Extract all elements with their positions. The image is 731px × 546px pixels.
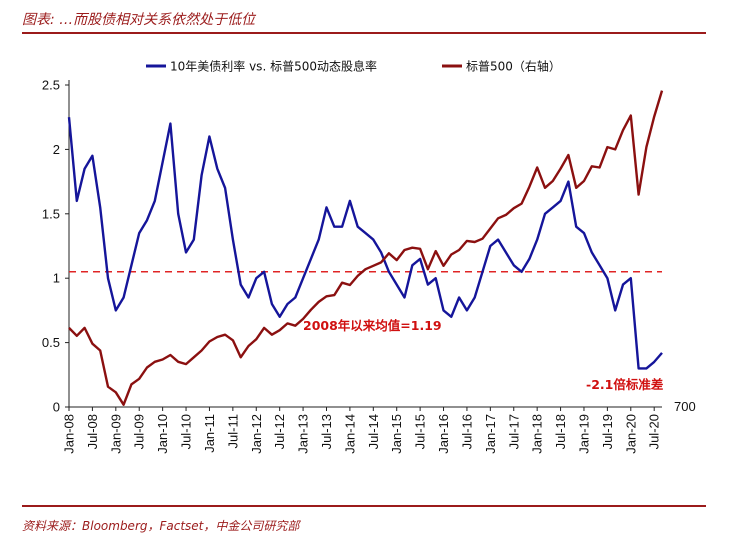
x-tick-label: Jul-13: [319, 414, 334, 449]
y-tick-label: 0: [53, 400, 60, 415]
x-tick-label: Jan-20: [623, 414, 638, 454]
x-tick-label: Jan-13: [296, 414, 311, 454]
chart-axes: 0 0.5 1 1.5 2 2.5 Jan-08 Jul-08 Jan-09 Jul-09 Jan-…: [42, 78, 696, 454]
x-tick-label: Jan-19: [576, 414, 591, 454]
right-axis-tick-label: 700: [674, 399, 696, 414]
x-tick-label: Jul-10: [179, 414, 194, 449]
x-tick-label: Jul-15: [413, 414, 428, 449]
x-tick-label: Jan-09: [108, 414, 123, 454]
chart-annotations: -2.1倍标准差: [586, 377, 663, 392]
chart-legend: 10年美债利率 vs. 标普500动态股息率 标普500（右轴）: [146, 59, 561, 74]
figure-title: 图表: …而股债相对关系依然处于低位: [22, 12, 256, 28]
x-tick-label: Jul-19: [600, 414, 615, 449]
reference-line-group: 2008年以来均值=1.19: [69, 271, 662, 333]
footer-divider: [22, 505, 706, 507]
y-tick-label: 0.5: [42, 335, 60, 350]
y-tick-label: 1: [53, 271, 60, 286]
y-tick-label: 1.5: [42, 206, 60, 221]
x-tick-label: Jan-14: [342, 414, 357, 454]
reference-line-label: 2008年以来均值=1.19: [303, 318, 442, 333]
x-tick-label: Jan-12: [249, 414, 264, 454]
legend-label: 标普500（右轴）: [466, 59, 561, 74]
x-tick-label: Jul-12: [272, 414, 287, 449]
y-tick-label: 2.5: [42, 78, 60, 93]
x-tick-label: Jul-09: [132, 414, 147, 449]
x-tick-label: Jan-17: [483, 414, 498, 454]
title-divider: [22, 32, 706, 34]
x-tick-label: Jul-20: [647, 414, 662, 449]
x-tick-label: Jul-11: [225, 414, 240, 448]
x-tick-label: Jul-14: [366, 414, 381, 449]
x-tick-label: Jul-08: [85, 414, 100, 449]
x-tick-label: Jan-10: [155, 414, 170, 454]
yield-ratio-series-line: [67, 117, 663, 370]
legend-label: 10年美债利率 vs. 标普500动态股息率: [170, 59, 377, 74]
x-tick-label: Jul-17: [506, 414, 521, 449]
x-tick-label: Jul-16: [459, 414, 474, 449]
source-note: 资料来源：Bloomberg，Factset，中金公司研究部: [22, 519, 300, 533]
x-tick-label: Jul-18: [553, 414, 568, 449]
x-tick-label: Jan-15: [389, 414, 404, 454]
sp500-series-line: [68, 90, 664, 406]
x-tick-label: Jan-08: [62, 414, 77, 454]
x-tick-label: Jan-18: [530, 414, 545, 454]
y-tick-label: 2: [53, 142, 60, 157]
std-dev-annotation: -2.1倍标准差: [586, 377, 663, 392]
x-tick-label: Jan-11: [202, 414, 217, 453]
x-tick-label: Jan-16: [436, 414, 451, 454]
series-group: [67, 90, 664, 406]
